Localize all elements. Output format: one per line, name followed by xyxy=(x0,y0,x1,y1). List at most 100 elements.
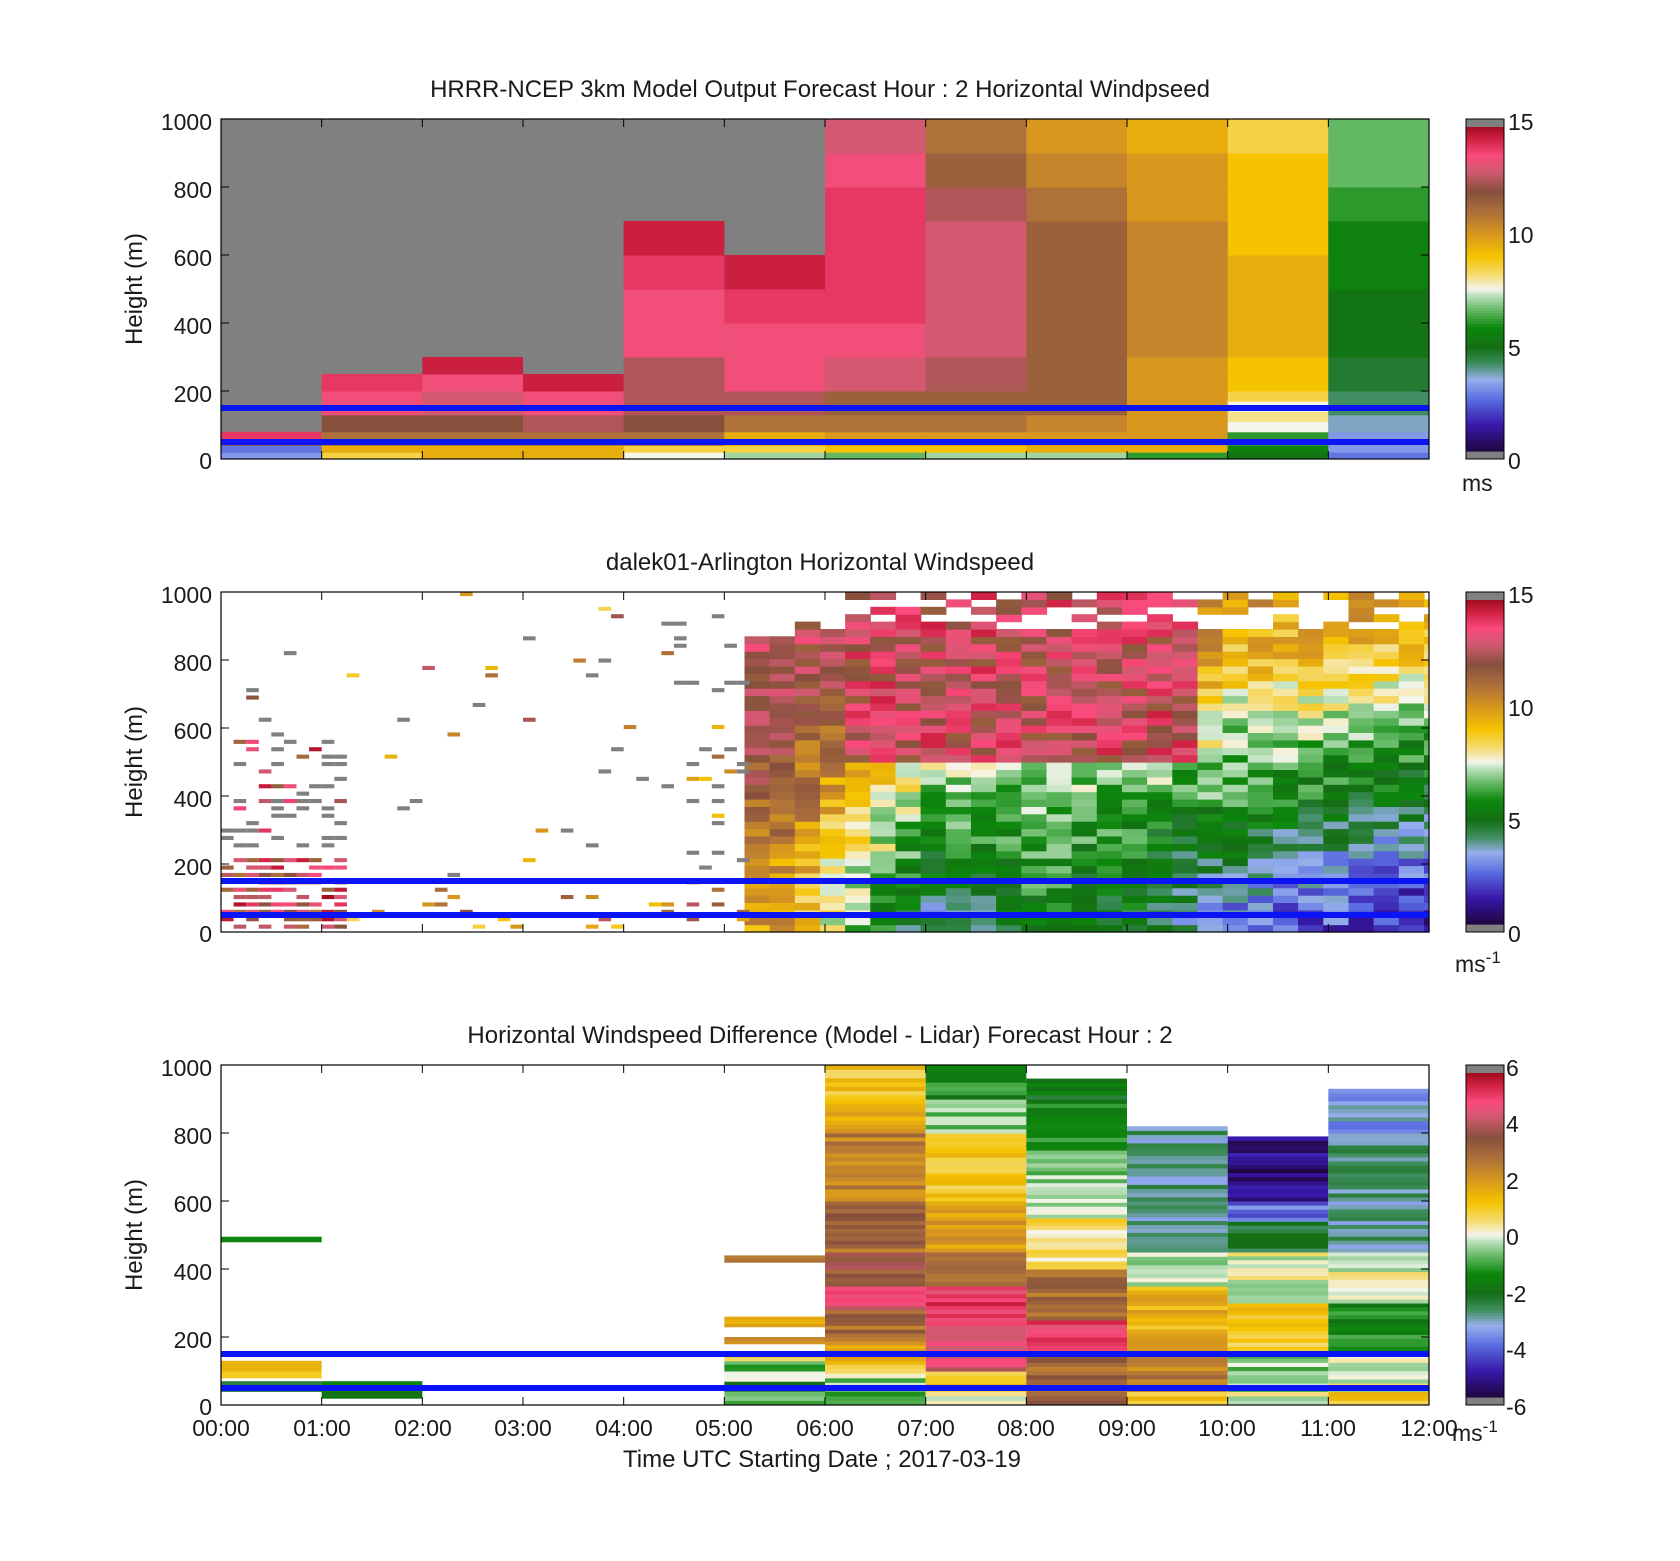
heatmap-cell xyxy=(1096,725,1123,733)
colorbar-swatch xyxy=(1466,1378,1504,1382)
heatmap-cell xyxy=(1127,1244,1228,1249)
y-axis-label: Height (m) xyxy=(121,233,148,345)
heatmap-cell xyxy=(971,835,997,844)
heatmap-cell xyxy=(1227,1221,1329,1226)
heatmap-cell xyxy=(1247,806,1274,815)
heatmap-cell xyxy=(1373,643,1400,652)
heatmap-cell xyxy=(769,799,796,807)
heatmap-cell xyxy=(1227,1136,1329,1141)
colorbar-swatch xyxy=(1466,415,1504,420)
heatmap-cell xyxy=(1026,1391,1127,1397)
heatmap-cell xyxy=(309,858,322,863)
colorbar-swatch xyxy=(1466,1216,1504,1220)
heatmap-cell xyxy=(925,1277,1027,1283)
heatmap-cell xyxy=(825,1208,926,1214)
colorbar-swatch xyxy=(1466,1345,1504,1349)
heatmap-cell xyxy=(1021,747,1048,756)
heatmap-cell xyxy=(1122,658,1148,667)
heatmap-cell xyxy=(1021,695,1048,704)
heatmap-cell xyxy=(1373,614,1400,623)
heatmap-cell xyxy=(744,643,771,652)
heatmap-cell xyxy=(1273,762,1299,770)
heatmap-cell xyxy=(925,1103,1027,1109)
heatmap-cell xyxy=(925,1082,1027,1087)
heatmap-cell xyxy=(283,813,297,818)
colorbar-swatch xyxy=(1466,778,1504,782)
heatmap-cell xyxy=(920,776,947,785)
heatmap-cell xyxy=(1323,887,1350,896)
heatmap-cell xyxy=(925,1065,1027,1070)
heatmap-cell xyxy=(925,1252,1027,1257)
heatmap-cell xyxy=(1328,1236,1429,1241)
heatmap-cell xyxy=(920,732,947,741)
heatmap-cell xyxy=(1298,865,1324,874)
heatmap-cell xyxy=(845,924,871,933)
colorbar-swatch xyxy=(1466,1313,1504,1317)
heatmap-cell xyxy=(1328,1220,1429,1225)
heatmap-cell xyxy=(1071,702,1098,711)
heatmap-cell xyxy=(309,784,322,789)
colorbar-swatch xyxy=(1466,775,1504,779)
heatmap-cell xyxy=(1247,769,1274,778)
heatmap-cell xyxy=(1046,665,1073,674)
heatmap-cell xyxy=(794,799,821,807)
heatmap-cell xyxy=(825,1204,926,1210)
heatmap-cell xyxy=(825,1137,926,1142)
heatmap-cell xyxy=(1147,688,1173,697)
heatmap-cell xyxy=(1298,917,1324,926)
heatmap-cell xyxy=(221,1236,322,1243)
heatmap-cell xyxy=(271,813,284,818)
heatmap-cell xyxy=(945,895,972,903)
heatmap-cell xyxy=(825,1273,926,1279)
colorbar-swatch xyxy=(1466,1318,1504,1322)
colorbar-swatch xyxy=(1466,1391,1504,1395)
heatmap-cell xyxy=(1071,599,1098,608)
heatmap-cell xyxy=(321,909,335,914)
heatmap-cell xyxy=(1222,606,1249,615)
heatmap-cell xyxy=(1227,119,1329,154)
heatmap-cell xyxy=(1328,1334,1429,1339)
heatmap-cell xyxy=(971,821,997,830)
colorbar-swatch xyxy=(1466,1199,1504,1204)
heatmap-cell xyxy=(845,614,871,623)
heatmap-cell xyxy=(870,835,897,844)
heatmap-cell xyxy=(1096,769,1123,778)
y-tick-label: 600 xyxy=(174,718,212,744)
heatmap-cell xyxy=(1127,153,1228,188)
heatmap-cell xyxy=(1373,702,1400,711)
heatmap-cell xyxy=(1122,725,1148,733)
heatmap-cell xyxy=(560,895,574,900)
heatmap-cell xyxy=(1197,725,1224,733)
heatmap-cell xyxy=(1398,799,1425,807)
colorbar-swatch xyxy=(1466,1148,1504,1152)
colorbar-swatch xyxy=(1466,226,1504,231)
colorbar-swatch xyxy=(1466,616,1504,620)
heatmap-cell xyxy=(1197,858,1224,867)
y-axis-label: Height (m) xyxy=(121,1179,148,1291)
heatmap-cell xyxy=(246,688,259,693)
heatmap-cell xyxy=(1328,1267,1429,1273)
colorbar-swatch xyxy=(1466,1102,1504,1106)
heatmap-cell xyxy=(1026,1154,1127,1160)
heatmap-cell xyxy=(1197,717,1224,726)
heatmap-cell xyxy=(971,924,997,933)
heatmap-cell xyxy=(744,717,771,726)
heatmap-cell xyxy=(794,784,821,793)
heatmap-cell xyxy=(472,924,486,929)
heatmap-cell xyxy=(1424,895,1430,903)
heatmap-cell xyxy=(1122,813,1148,822)
heatmap-cell xyxy=(1071,872,1098,881)
colorbar xyxy=(1465,118,1505,460)
colorbar-swatch xyxy=(1466,213,1504,217)
heatmap-cell xyxy=(1172,762,1199,770)
heatmap-cell xyxy=(1247,725,1274,733)
colorbar-swatch xyxy=(1466,851,1504,855)
heatmap-cell xyxy=(1247,843,1274,852)
heatmap-cell xyxy=(1026,1366,1127,1372)
heatmap-cell xyxy=(845,858,871,867)
heatmap-cell xyxy=(1328,1366,1429,1372)
heatmap-cell xyxy=(1273,725,1299,733)
heatmap-cell xyxy=(573,658,586,663)
heatmap-cell xyxy=(1172,629,1199,637)
colorbar-swatch xyxy=(1466,651,1504,655)
